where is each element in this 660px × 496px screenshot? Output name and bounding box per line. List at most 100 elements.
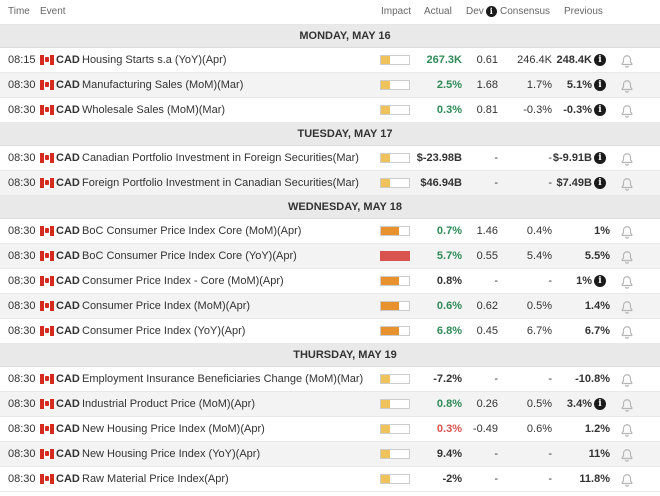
previous-value: 1.2% [584, 423, 610, 435]
event-name[interactable]: New Housing Price Index (MoM)(Apr) [82, 423, 265, 435]
calendar-header: Time Event Impact Actual Dev i Consensus … [0, 0, 660, 25]
event-row[interactable]: 08:30 CAD New Housing Price Index (YoY)(Ap… [0, 442, 660, 467]
event-name[interactable]: Foreign Portfolio Investment in Canadian… [82, 177, 359, 189]
header-impact[interactable]: Impact [381, 6, 412, 17]
event-time: 08:30 [8, 423, 36, 435]
event-row[interactable]: 08:30 CAD Consumer Price Index (YoY)(Apr) 6… [0, 319, 660, 344]
impact-indicator [380, 226, 410, 236]
canada-flag-icon [40, 226, 54, 236]
event-name[interactable]: Employment Insurance Beneficiaries Chang… [82, 373, 364, 385]
canada-flag-icon [40, 301, 54, 311]
bell-icon[interactable] [620, 53, 634, 68]
header-dev[interactable]: Dev i [466, 0, 497, 24]
impact-indicator [380, 105, 410, 115]
actual-value: 6.8% [436, 325, 462, 337]
event-name[interactable]: Consumer Price Index (YoY)(Apr) [82, 325, 246, 337]
event-name[interactable]: BoC Consumer Price Index Core (YoY)(Apr) [82, 250, 297, 262]
event-name[interactable]: Wholesale Sales (MoM)(Mar) [82, 104, 226, 116]
info-icon[interactable]: i [594, 398, 606, 410]
event-name[interactable]: Consumer Price Index - Core (MoM)(Apr) [82, 275, 284, 287]
event-name[interactable]: Raw Material Price Index(Apr) [82, 473, 229, 485]
bell-icon[interactable] [620, 151, 634, 166]
consensus-value: 0.5% [526, 398, 552, 410]
deviation-value: 0.61 [476, 54, 498, 66]
event-row[interactable]: 08:30 CAD Employment Insurance Beneficiari… [0, 367, 660, 392]
event-name[interactable]: New Housing Price Index (YoY)(Apr) [82, 448, 261, 460]
currency-code: CAD [56, 104, 80, 116]
event-name[interactable]: Canadian Portfolio Investment in Foreign… [82, 152, 359, 164]
event-row[interactable]: 08:30 CAD Raw Material Price Index(Apr) -2%… [0, 467, 660, 492]
deviation-value: 0.62 [476, 300, 498, 312]
event-time: 08:30 [8, 275, 36, 287]
header-consensus[interactable]: Consensus [500, 6, 551, 17]
info-icon[interactable]: i [594, 79, 606, 91]
deviation-value: - [494, 177, 498, 189]
bell-icon[interactable] [620, 249, 634, 264]
bell-icon[interactable] [620, 176, 634, 191]
bell-icon[interactable] [620, 372, 634, 387]
currency-code: CAD [56, 152, 80, 164]
impact-indicator [380, 276, 410, 286]
canada-flag-icon [40, 276, 54, 286]
bell-icon[interactable] [620, 78, 634, 93]
event-name[interactable]: Industrial Product Price (MoM)(Apr) [82, 398, 255, 410]
day-header: MONDAY, MAY 16 [0, 25, 660, 48]
currency-code: CAD [56, 423, 80, 435]
event-row[interactable]: 08:15 CAD Housing Starts s.a (YoY)(Apr) 267… [0, 48, 660, 73]
header-actual[interactable]: Actual [424, 6, 452, 17]
canada-flag-icon [40, 55, 54, 65]
bell-icon[interactable] [620, 397, 634, 412]
canada-flag-icon [40, 153, 54, 163]
event-name[interactable]: Consumer Price Index (MoM)(Apr) [82, 300, 251, 312]
previous-value: $-9.91B [552, 152, 592, 164]
info-icon[interactable]: i [594, 177, 606, 189]
impact-indicator [380, 449, 410, 459]
info-icon[interactable]: i [594, 152, 606, 164]
canada-flag-icon [40, 80, 54, 90]
impact-indicator [380, 80, 410, 90]
event-row[interactable]: 08:30 CAD Manufacturing Sales (MoM)(Mar) 2.… [0, 73, 660, 98]
bell-icon[interactable] [620, 224, 634, 239]
bell-icon[interactable] [620, 274, 634, 289]
currency-code: CAD [56, 300, 80, 312]
event-row[interactable]: 08:30 CAD Wholesale Sales (MoM)(Mar) 0.3% 0.… [0, 98, 660, 123]
dev-info-icon[interactable]: i [485, 5, 497, 17]
canada-flag-icon [40, 178, 54, 188]
actual-value: 267.3K [426, 54, 462, 66]
actual-value: 5.7% [436, 250, 462, 262]
day-header: TUESDAY, MAY 17 [0, 123, 660, 146]
event-row[interactable]: 08:30 CAD Industrial Product Price (MoM)(A… [0, 392, 660, 417]
bell-icon[interactable] [620, 447, 634, 462]
impact-indicator [380, 301, 410, 311]
info-icon[interactable]: i [594, 54, 606, 66]
bell-icon[interactable] [620, 324, 634, 339]
currency-code: CAD [56, 325, 80, 337]
consensus-value: - [548, 448, 552, 460]
event-row[interactable]: 08:30 CAD New Housing Price Index (MoM)(Ap… [0, 417, 660, 442]
header-event[interactable]: Event [40, 6, 66, 17]
bell-icon[interactable] [620, 299, 634, 314]
event-time: 08:15 [8, 54, 36, 66]
header-time[interactable]: Time [8, 6, 30, 17]
actual-value: -7.2% [433, 373, 462, 385]
canada-flag-icon [40, 424, 54, 434]
header-previous[interactable]: Previous [564, 6, 603, 17]
event-name[interactable]: Housing Starts s.a (YoY)(Apr) [82, 54, 227, 66]
bell-icon[interactable] [620, 472, 634, 487]
info-icon[interactable]: i [594, 275, 606, 287]
event-row[interactable]: 08:30 CAD Consumer Price Index - Core (MoM… [0, 269, 660, 294]
event-row[interactable]: 08:30 CAD Canadian Portfolio Investment in… [0, 146, 660, 171]
bell-icon[interactable] [620, 422, 634, 437]
event-row[interactable]: 08:30 CAD Foreign Portfolio Investment in … [0, 171, 660, 196]
event-row[interactable]: 08:30 CAD BoC Consumer Price Index Core (Y… [0, 244, 660, 269]
event-name[interactable]: Manufacturing Sales (MoM)(Mar) [82, 79, 244, 91]
event-row[interactable]: 08:30 CAD Consumer Price Index (MoM)(Apr) 0… [0, 294, 660, 319]
event-row[interactable]: 08:30 CAD BoC Consumer Price Index Core (M… [0, 219, 660, 244]
event-name[interactable]: BoC Consumer Price Index Core (MoM)(Apr) [82, 225, 302, 237]
info-icon[interactable]: i [594, 104, 606, 116]
bell-icon[interactable] [620, 103, 634, 118]
previous-value: 5.1% [566, 79, 592, 91]
currency-code: CAD [56, 448, 80, 460]
currency-code: CAD [56, 54, 80, 66]
